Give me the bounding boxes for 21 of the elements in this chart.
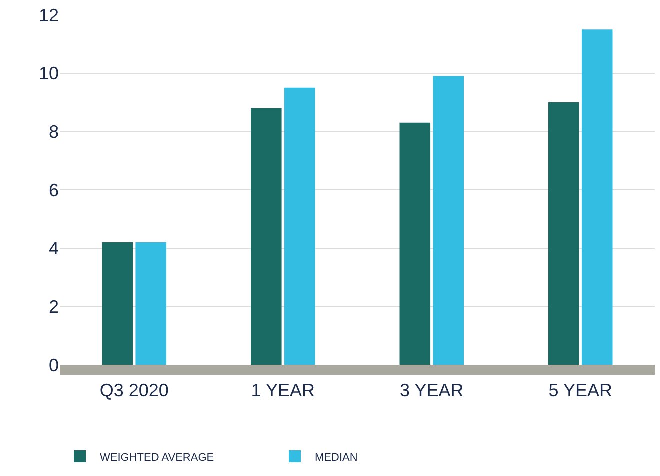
y-tick-label: 12 [38, 5, 59, 26]
x-tick-label: 5 YEAR [548, 380, 612, 401]
x-tick-label: 3 YEAR [400, 380, 464, 401]
y-tick-label: 8 [48, 122, 59, 142]
y-tick-label: 4 [48, 238, 59, 259]
legend-label: MEDIAN [315, 452, 358, 464]
bar [433, 76, 464, 365]
y-tick-label: 10 [38, 64, 59, 84]
bar [400, 122, 431, 365]
legend-label: WEIGHTED AVERAGE [100, 452, 214, 464]
bar [548, 102, 580, 365]
y-tick-label: 2 [48, 296, 59, 317]
y-tick-label: 0 [48, 355, 59, 376]
bar [102, 242, 134, 365]
bar [284, 88, 316, 365]
bar [251, 108, 282, 365]
bar [582, 30, 613, 365]
y-tick-label: 6 [48, 180, 59, 200]
x-tick-label: 1 YEAR [251, 380, 315, 401]
bar [136, 242, 167, 365]
x-tick-label: Q3 2020 [100, 380, 169, 401]
